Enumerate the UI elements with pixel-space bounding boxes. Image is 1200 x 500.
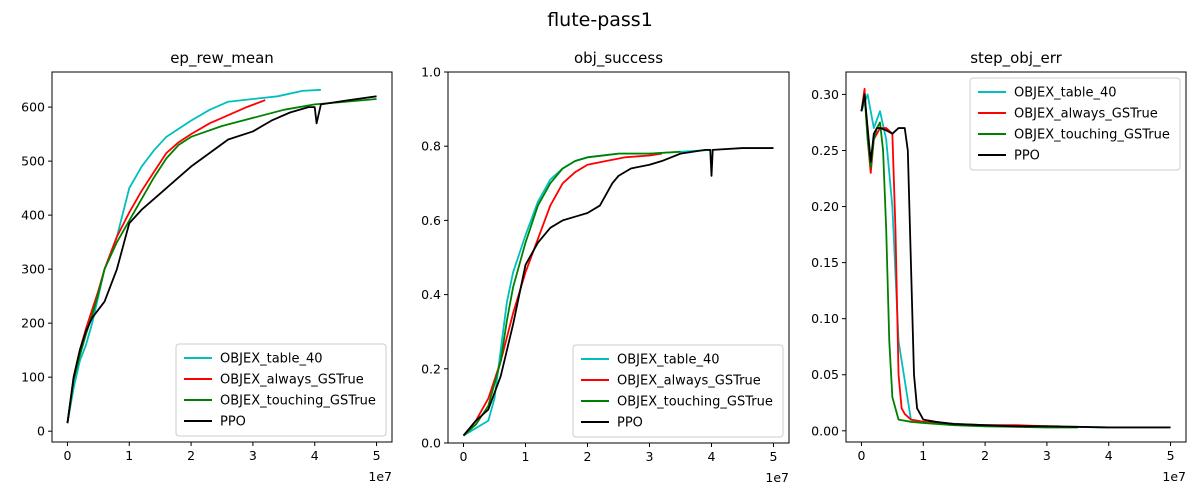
legend-label: OBJEX_table_40 (1014, 86, 1117, 101)
subplot-2: obj_success 0 1 2 3 4 5 1e7 0.0 0.2 0.4 0.6 0.8 1.0 OB… (421, 49, 790, 485)
x-offset-label: 1e7 (368, 469, 392, 484)
series-line-PPO (462, 147, 774, 437)
legend-box (175, 343, 387, 437)
axes-frame (845, 71, 1187, 443)
x-tick-label: 0 (857, 448, 865, 463)
y-tick-label: 300 (21, 262, 45, 277)
series-line-OBJEX_touching_GSTrue (462, 150, 681, 437)
series-line-OBJEX_always_GSTrue (462, 152, 663, 437)
legend-label: OBJEX_always_GSTrue (220, 373, 364, 388)
y-tick-label: 0.6 (421, 213, 441, 228)
subplot-title: step_obj_err (970, 49, 1062, 68)
legend-label: PPO (617, 416, 643, 431)
y-tick-label: 0.25 (811, 143, 839, 158)
x-tick-label: 3 (249, 448, 257, 463)
legend-box (969, 77, 1181, 171)
legend: OBJEX_table_40 OBJEX_always_GSTrue OBJEX_t… (175, 343, 387, 437)
y-tick-label: 0.00 (811, 423, 839, 438)
y-tick-label: 0.0 (421, 436, 441, 451)
y-tick-label: 0.2 (421, 361, 441, 376)
x-tick-label: 0 (460, 449, 468, 464)
x-tick-label: 0 (63, 448, 71, 463)
legend-label: OBJEX_touching_GSTrue (1014, 128, 1170, 143)
x-tick-label: 2 (981, 448, 989, 463)
figure-suptitle: flute-pass1 (547, 9, 653, 31)
legend-label: OBJEX_always_GSTrue (1014, 107, 1158, 122)
legend: OBJEX_table_40 OBJEX_always_GSTrue OBJEX_t… (969, 77, 1181, 171)
legend-label: OBJEX_table_40 (617, 353, 720, 368)
legend-label: OBJEX_touching_GSTrue (220, 394, 376, 409)
x-tick-label: 1 (919, 448, 927, 463)
legend-label: PPO (220, 415, 246, 430)
y-tick-label: 200 (21, 316, 45, 331)
x-offset-label: 1e7 (1162, 469, 1186, 484)
y-tick-label: 100 (21, 370, 45, 385)
y-tick-label: 1.0 (421, 65, 441, 80)
y-tick-label: 0.8 (421, 139, 441, 154)
y-tick-label: 400 (21, 208, 45, 223)
legend-box (572, 344, 784, 438)
legend-label: PPO (1014, 149, 1040, 164)
y-tick-label: 0.30 (811, 87, 839, 102)
x-tick-label: 5 (770, 449, 778, 464)
x-offset-label: 1e7 (765, 470, 789, 485)
y-tick-label: 0.10 (811, 311, 839, 326)
y-tick-label: 500 (21, 154, 45, 169)
axes-frame (51, 71, 393, 443)
legend-label: OBJEX_always_GSTrue (617, 374, 761, 389)
x-tick-label: 1 (125, 448, 133, 463)
y-tick-label: 0.05 (811, 367, 839, 382)
series-line-PPO (66, 95, 377, 424)
subplot-title: obj_success (574, 49, 663, 68)
subplot-3: step_obj_err 0 1 2 3 4 5 1e7 0.00 0.05 0.10 0.15 0.2… (811, 49, 1187, 484)
series-line-OBJEX_touching_GSTrue (860, 93, 1078, 429)
legend-label: OBJEX_table_40 (220, 352, 323, 367)
y-tick-label: 0.20 (811, 199, 839, 214)
x-tick-label: 2 (584, 449, 592, 464)
x-tick-label: 3 (646, 449, 654, 464)
legend-label: OBJEX_touching_GSTrue (617, 395, 773, 410)
y-tick-label: 0 (37, 424, 45, 439)
subplot-1: ep_rew_mean 0 1 2 3 4 5 1e7 0 100 200 300 400 500 600 O… (21, 49, 393, 484)
y-tick-label: 0.15 (811, 255, 839, 270)
x-tick-label: 5 (373, 448, 381, 463)
x-tick-label: 3 (1043, 448, 1051, 463)
legend: OBJEX_table_40 OBJEX_always_GSTrue OBJEX_t… (572, 344, 784, 438)
axes-frame (447, 71, 790, 444)
subplot-title: ep_rew_mean (170, 49, 274, 68)
y-tick-label: 600 (21, 100, 45, 115)
x-tick-label: 4 (1105, 448, 1113, 463)
series-line-OBJEX_table_40 (66, 88, 321, 424)
x-tick-label: 4 (708, 449, 716, 464)
y-tick-label: 0.4 (421, 287, 441, 302)
x-tick-label: 4 (311, 448, 319, 463)
x-tick-label: 2 (187, 448, 195, 463)
x-tick-label: 5 (1167, 448, 1175, 463)
series-line-PPO (860, 93, 1171, 429)
x-tick-label: 1 (522, 449, 530, 464)
